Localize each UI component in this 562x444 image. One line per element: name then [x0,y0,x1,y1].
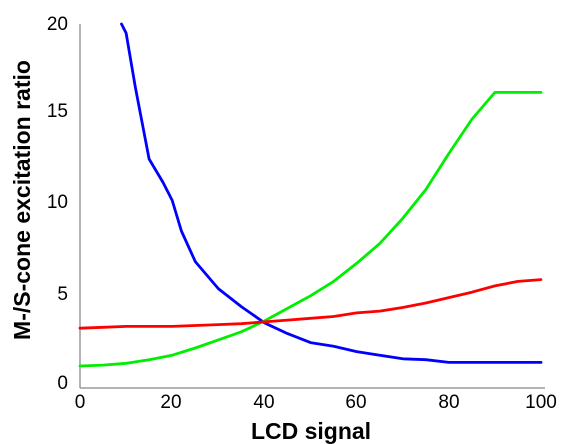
y-tick-label-20: 20 [47,14,68,35]
y-tick-label-10: 10 [47,192,68,213]
y-tick-labels: 0 5 10 15 20 [47,14,68,394]
y-tick-label-0: 0 [57,373,68,394]
y-axis-label: M-/S-cone excitation ratio [9,60,35,340]
y-tick-label-15: 15 [47,101,68,122]
x-tick-label-0: 0 [75,392,86,413]
red-series-line [78,278,543,330]
green-series-line [78,91,543,368]
x-tick-label-80: 80 [438,392,459,413]
y-tick-label-5: 5 [57,284,68,305]
x-tick-label-20: 20 [160,392,181,413]
plot-area [78,22,545,389]
series-layer [78,22,543,368]
x-tick-label-60: 60 [345,392,366,413]
x-tick-label-40: 40 [253,392,274,413]
x-tick-label-100: 100 [525,392,557,413]
blue-series-line [120,22,543,364]
x-axis-label: LCD signal [251,418,371,444]
x-tick-labels: 0 20 40 60 80 100 [75,392,557,413]
